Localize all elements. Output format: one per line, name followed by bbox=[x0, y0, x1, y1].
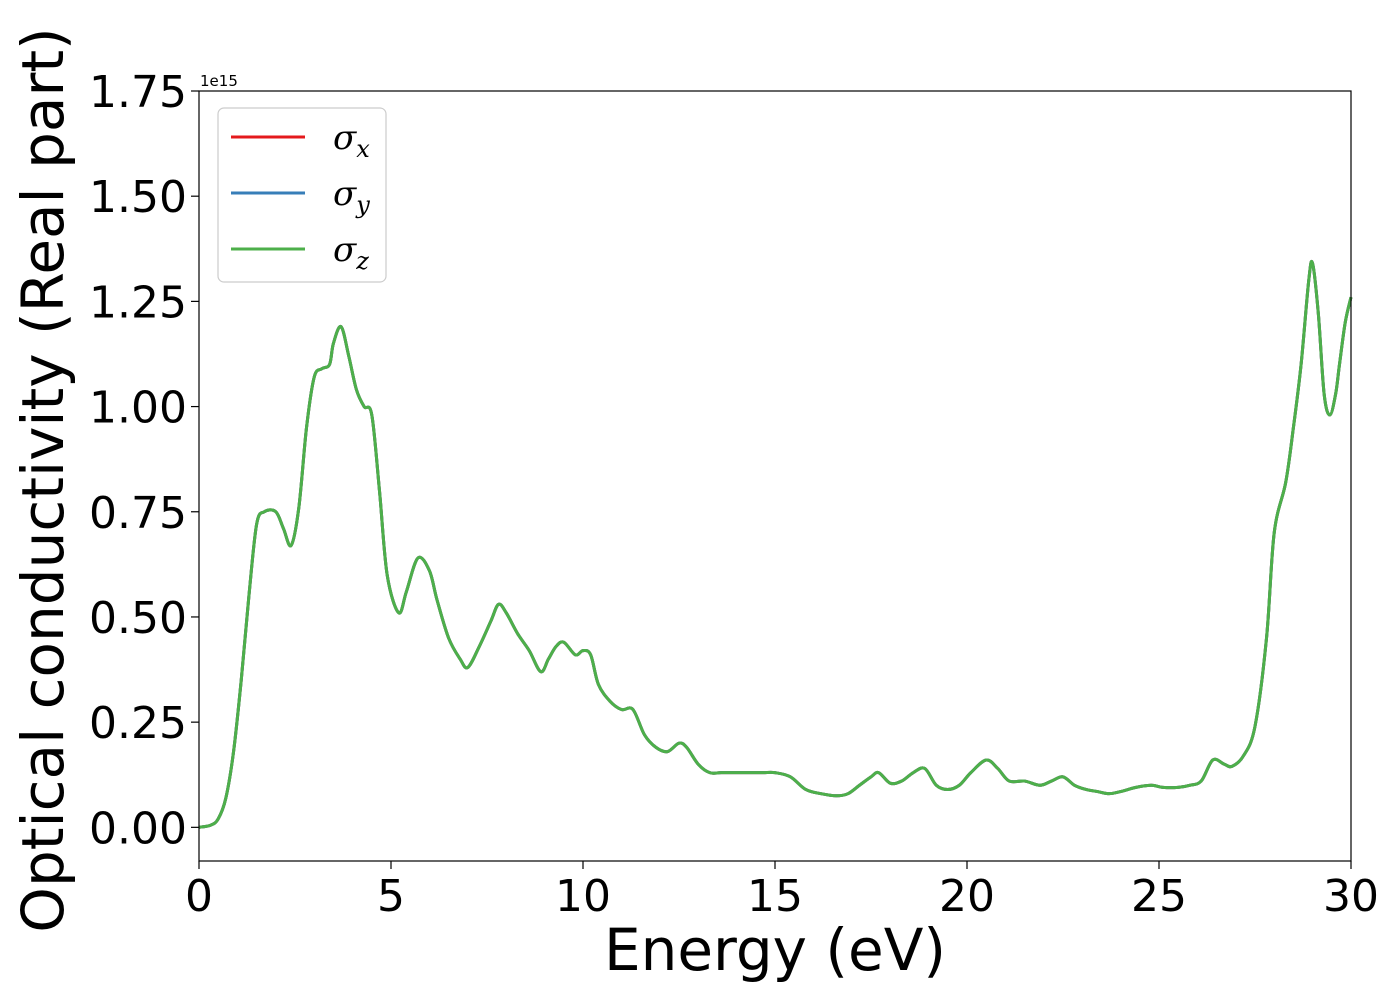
y-tick-label: 1.75 bbox=[89, 67, 187, 118]
legend-label-sigma-z: σz bbox=[333, 230, 369, 275]
plot-frame bbox=[198, 90, 1352, 862]
x-axis-ticks: 0 5 10 15 20 25 30 bbox=[185, 861, 1379, 922]
series-lines bbox=[198, 259, 1353, 829]
x-tick-label: 15 bbox=[747, 871, 803, 922]
offset-text: 1e15 bbox=[200, 72, 238, 90]
y-tick-label: 0.75 bbox=[89, 488, 187, 539]
y-tick-label: 1.00 bbox=[89, 383, 187, 434]
series-line-sigma-y bbox=[198, 259, 1353, 829]
x-tick-label: 30 bbox=[1323, 871, 1379, 922]
series-line-sigma-x bbox=[198, 259, 1353, 829]
legend-label-sigma-x: σx bbox=[333, 118, 370, 163]
x-tick-label: 10 bbox=[555, 871, 611, 922]
series-line-sigma-z bbox=[198, 259, 1353, 829]
x-tick-label: 25 bbox=[1131, 871, 1187, 922]
y-tick-label: 0.00 bbox=[89, 803, 187, 854]
y-tick-label: 1.50 bbox=[89, 172, 187, 223]
x-tick-label: 0 bbox=[185, 871, 213, 922]
legend-label-sigma-y: σy bbox=[333, 174, 370, 219]
legend-box bbox=[217, 107, 387, 283]
x-tick-label: 20 bbox=[939, 871, 995, 922]
x-axis-label: Energy (eV) bbox=[604, 916, 946, 984]
y-tick-label: 0.25 bbox=[89, 698, 187, 749]
y-axis-ticks: 0.00 0.25 0.50 0.75 1.00 1.25 1.50 1.75 bbox=[89, 67, 199, 854]
x-tick-label: 5 bbox=[377, 871, 405, 922]
legend: σx σy σz bbox=[217, 107, 387, 283]
y-axis-label: Optical conductivity (Real part) bbox=[9, 27, 77, 932]
y-tick-label: 0.50 bbox=[89, 593, 187, 644]
y-tick-label: 1.25 bbox=[89, 277, 187, 328]
